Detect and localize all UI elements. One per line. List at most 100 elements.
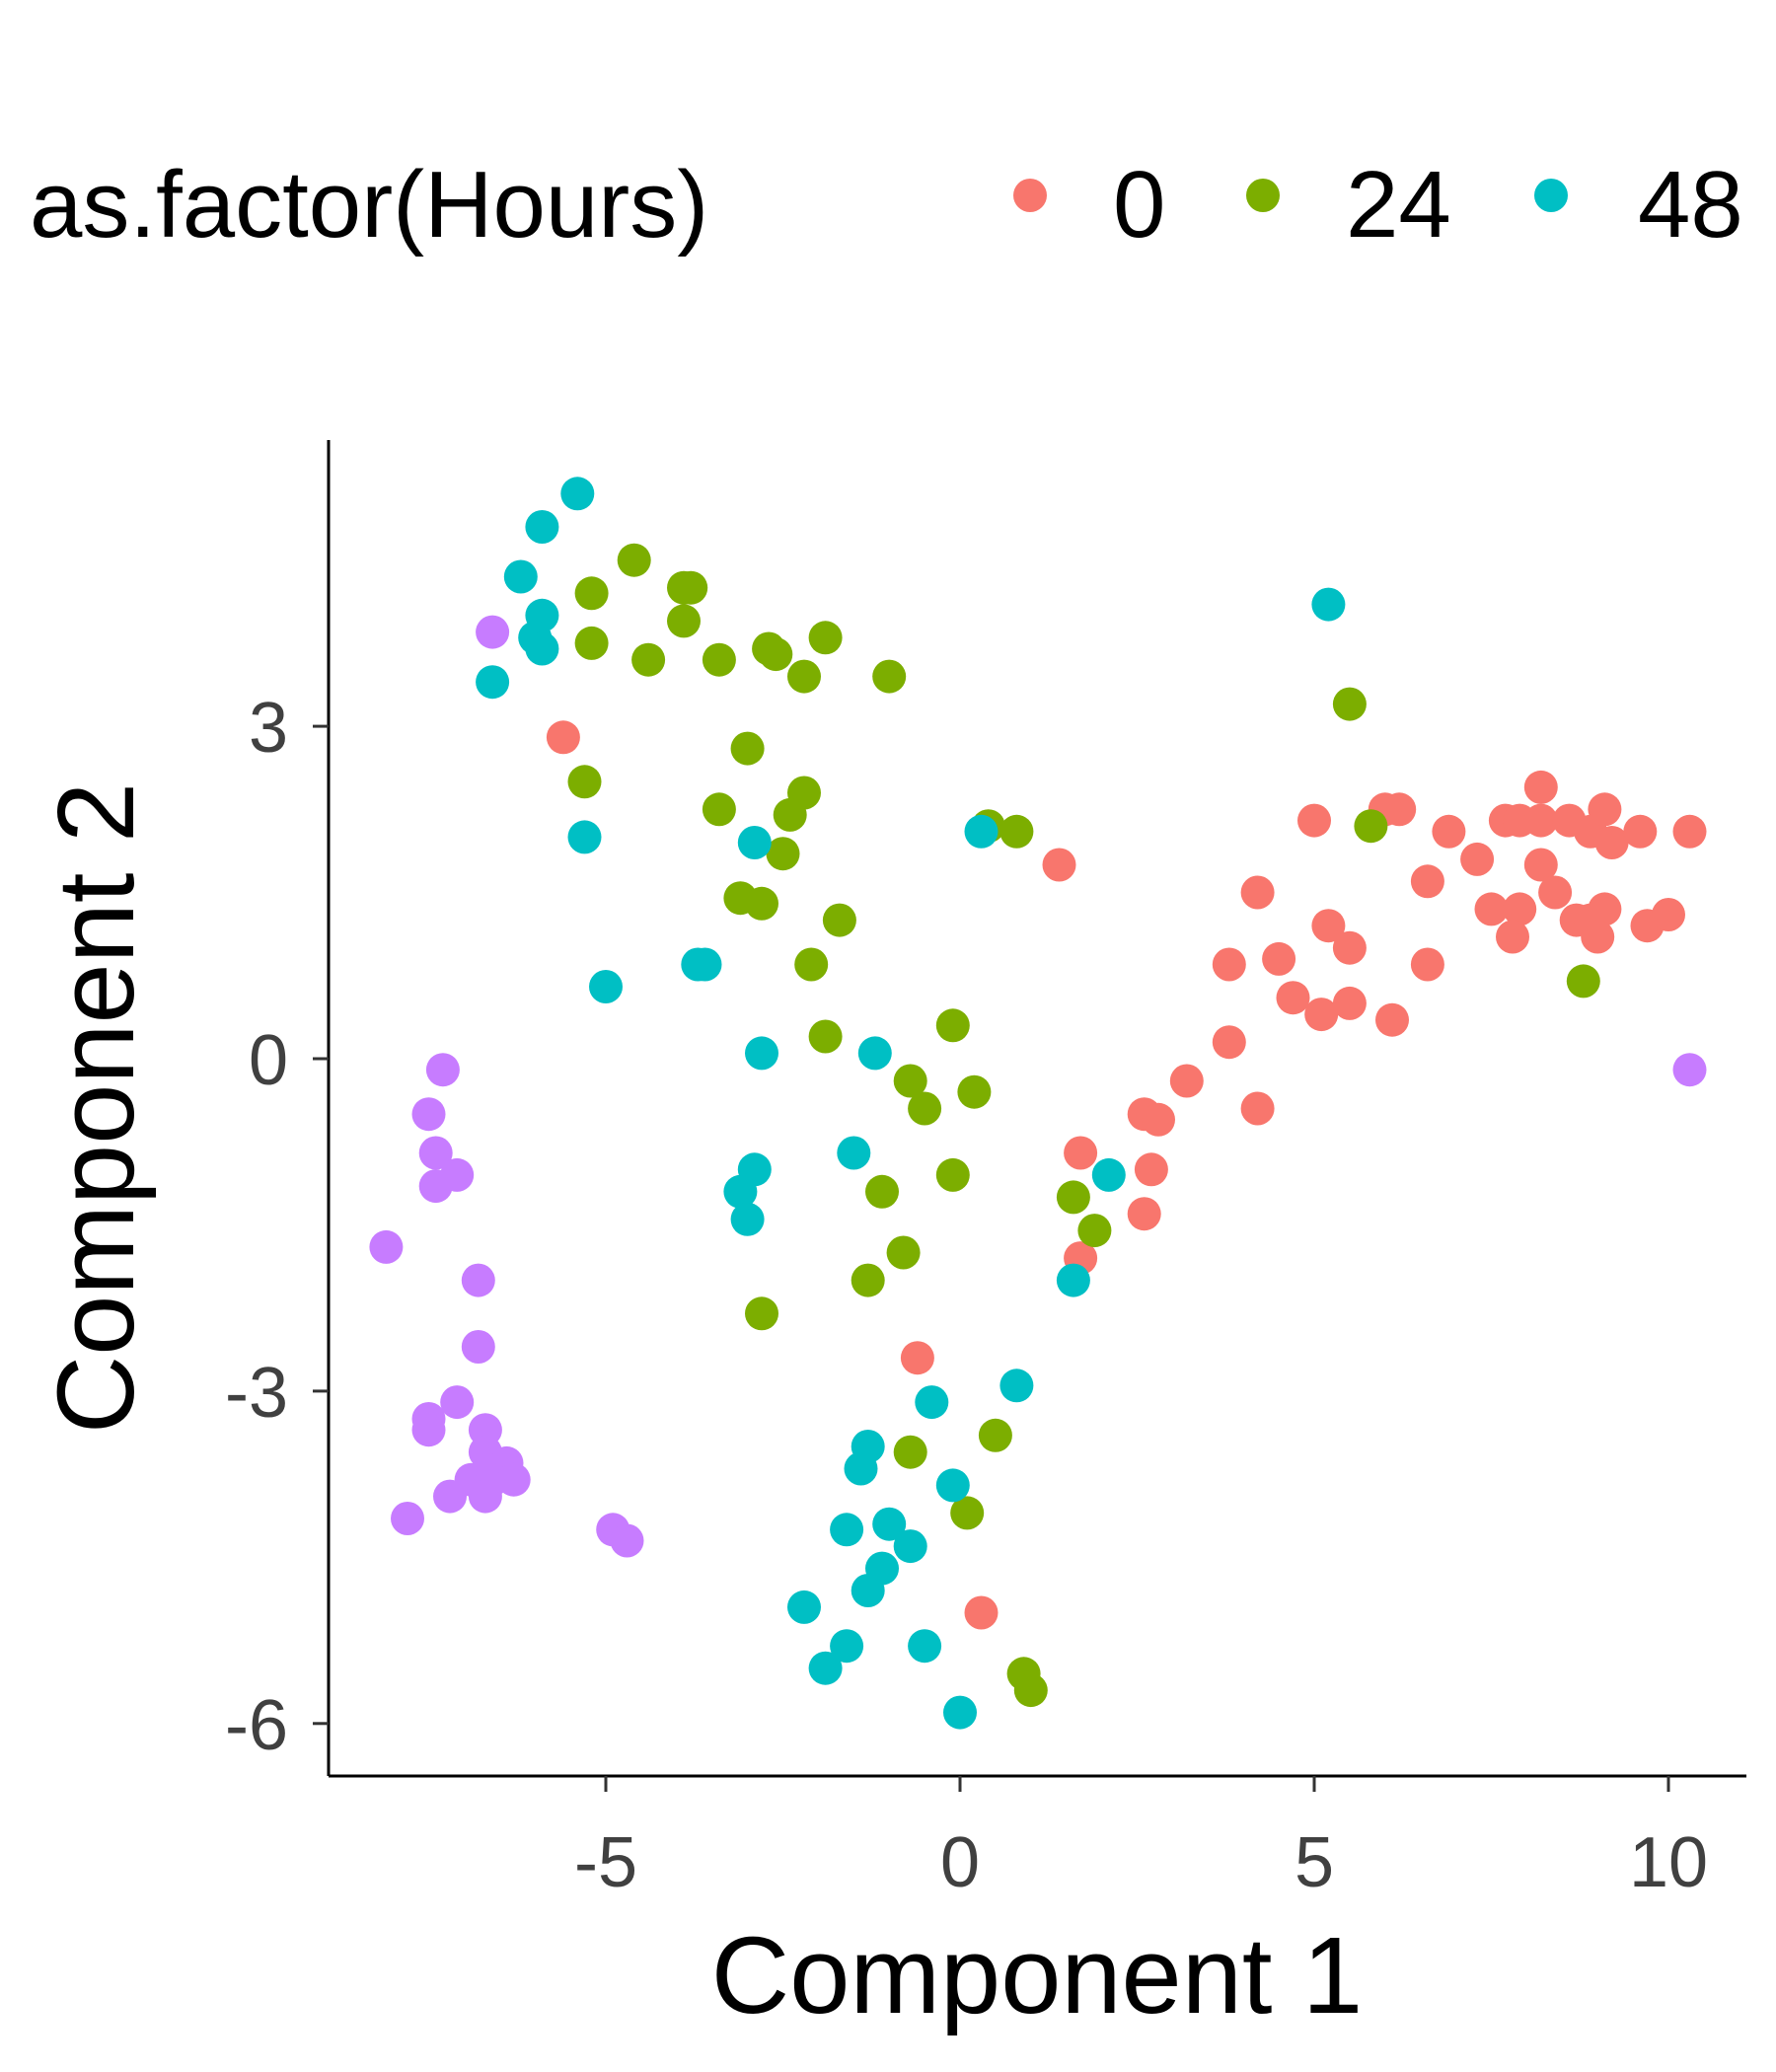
point-series-2-33 [830,1629,864,1664]
point-series-2-9 [737,826,772,859]
point-series-0-20 [1240,875,1275,910]
x-tick-label: 10 [1629,1823,1708,1902]
point-series-2-13 [589,970,623,1003]
point-series-0-31 [1332,930,1367,965]
point-series-3-8 [461,1263,495,1297]
point-series-0-6 [1460,842,1495,876]
point-series-2-27 [830,1513,864,1547]
point-series-0-49 [964,1595,999,1630]
point-series-1-1 [574,576,609,611]
point-series-0-45 [1134,1152,1168,1187]
point-series-0-43 [1240,1091,1275,1126]
point-series-1-15 [567,765,602,799]
point-series-2-26 [935,1468,970,1503]
point-series-0-26 [1581,920,1615,954]
point-series-0-21 [1474,892,1509,926]
point-series-1-30 [893,1064,927,1098]
point-series-3-4 [418,1136,453,1170]
point-series-1-25 [822,903,856,937]
y-ticks: -6 -3 0 3 [225,689,329,1765]
point-series-1-39 [745,1296,778,1331]
point-series-1-11 [787,659,821,694]
point-series-0-34 [1410,947,1444,982]
point-series-0-10 [1523,803,1558,838]
point-series-2-36 [943,1695,977,1730]
point-series-2-5 [525,631,559,666]
x-tick-label: -5 [574,1823,637,1902]
point-series-2-20 [1091,1157,1126,1192]
legend-key-0-icon [1013,179,1047,212]
point-series-1-38 [851,1263,885,1297]
legend-title: as.factor(Hours) [30,152,708,258]
point-series-0-25 [1588,892,1622,926]
point-series-0-22 [1503,892,1537,926]
point-series-2-10 [964,814,999,849]
point-series-0-46 [1127,1197,1161,1231]
legend-label-48: 48 [1638,152,1743,258]
point-series-1-32 [957,1074,992,1109]
point-series-1-14 [730,731,765,766]
point-series-3-20 [433,1479,467,1514]
point-series-2-35 [808,1651,843,1685]
point-series-1-37 [886,1235,921,1270]
point-series-0-13 [1588,792,1622,827]
x-tick-label: 0 [940,1823,980,1902]
point-series-0-14 [1594,826,1629,859]
point-series-0-9 [1523,770,1558,804]
point-series-3-12 [411,1413,446,1447]
point-series-1-33 [865,1174,899,1209]
point-series-1-44 [1013,1673,1048,1708]
point-series-1-7 [702,642,736,677]
point-series-1-24 [745,886,778,921]
point-series-1-28 [808,1019,843,1054]
point-series-1-12 [872,659,907,694]
point-series-1-21 [1354,809,1388,844]
point-series-0-48 [900,1341,934,1375]
point-series-3-0 [476,615,510,649]
point-series-2-34 [908,1629,942,1664]
point-series-2-0 [560,477,595,511]
point-series-0-30 [1311,909,1346,943]
point-series-0-2 [1297,803,1331,838]
point-series-1-18 [702,792,736,827]
point-series-2-31 [851,1574,885,1607]
point-series-1-36 [1077,1214,1112,1248]
point-series-1-41 [893,1435,927,1469]
point-series-2-7 [476,665,510,700]
point-series-1-26 [794,947,829,982]
point-series-1-35 [1056,1180,1090,1215]
y-tick-label: 3 [249,689,288,768]
point-series-1-31 [908,1091,942,1126]
point-series-0-32 [1212,947,1246,982]
point-series-0-29 [1496,920,1529,954]
point-series-3-22 [391,1502,424,1535]
point-series-0-15 [1623,814,1658,849]
point-series-2-18 [723,1174,758,1209]
point-series-3-10 [440,1385,475,1420]
x-ticks: -5 0 5 10 [574,1776,1708,1902]
point-series-1-3 [667,570,701,605]
point-series-1-42 [950,1496,985,1530]
point-series-3-24 [610,1523,644,1558]
point-series-1-34 [935,1157,970,1192]
point-series-2-8 [567,820,602,854]
point-series-1-6 [631,642,666,677]
point-series-2-32 [787,1590,821,1624]
point-series-2-21 [1056,1263,1090,1297]
point-series-2-2 [503,559,538,594]
point-series-1-17 [773,797,807,832]
point-series-0-37 [1332,986,1367,1020]
y-tick-label: 0 [249,1021,288,1100]
point-series-2-23 [915,1385,949,1420]
point-series-1-20 [999,814,1034,849]
point-series-3-3 [411,1097,446,1132]
point-series-0-39 [1212,1025,1246,1060]
point-series-3-9 [461,1330,495,1364]
point-series-0-16 [1672,814,1707,849]
point-series-1-9 [759,637,793,672]
point-series-0-42 [1142,1102,1175,1137]
point-series-2-16 [837,1136,871,1170]
point-series-1-29 [935,1008,970,1043]
point-series-0-19 [1410,864,1444,899]
